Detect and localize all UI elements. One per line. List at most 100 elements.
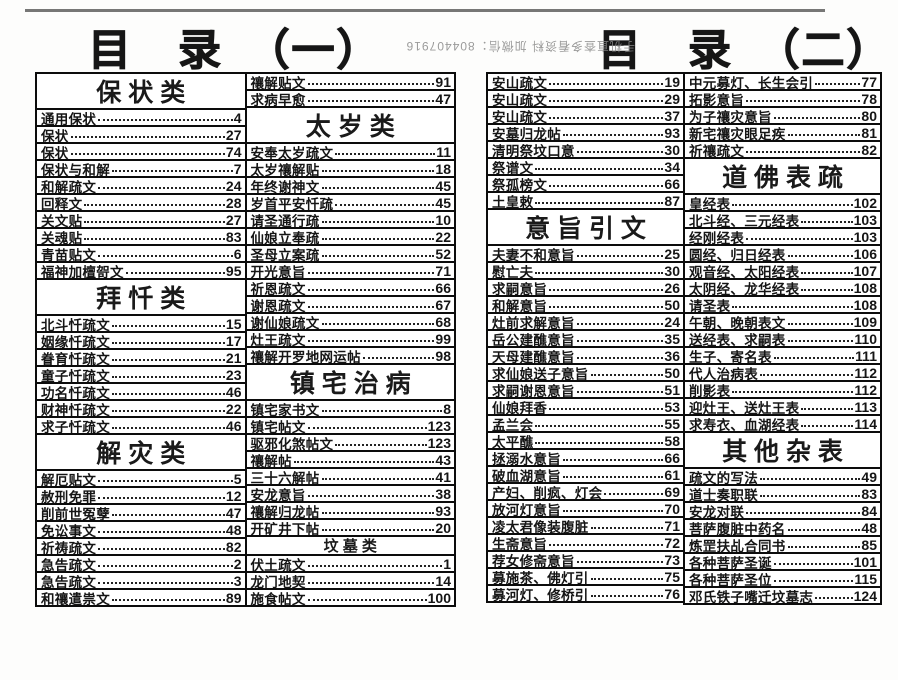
entry-page-number: 95 (225, 262, 242, 279)
dot-leader (746, 511, 861, 514)
entry-title: 眷育忏疏文 (41, 351, 110, 367)
entry-title: 太阴经、龙华经表 (689, 281, 800, 297)
entry-title: 拯溺水意旨 (492, 451, 561, 467)
dot-leader (576, 390, 664, 393)
dot-leader (773, 579, 854, 582)
entry-title: 求子忏疏文 (41, 419, 110, 435)
entry-page-number: 77 (861, 73, 877, 90)
toc-entry: 祈恩疏文 66 (244, 278, 456, 297)
entry-title: 菩萨腹脏中药名 (689, 521, 786, 537)
entry-title: 解厄贴文 (41, 472, 97, 488)
entry-page-number: 80 (861, 107, 877, 124)
entry-title: 请圣通行疏 (250, 213, 320, 229)
dot-leader (335, 443, 427, 446)
dot-leader (112, 341, 225, 344)
dot-leader (307, 581, 435, 584)
dot-leader (98, 496, 225, 499)
entry-title: 祭孤榜文 (492, 177, 548, 193)
entry-page-number: 37 (664, 107, 680, 124)
entry-page-number: 82 (861, 141, 877, 158)
dot-leader (98, 530, 225, 533)
entry-page-number: 53 (664, 398, 680, 415)
dot-leader (321, 254, 435, 257)
entry-title: 各种菩萨圣位 (689, 572, 772, 588)
dot-leader (535, 424, 664, 427)
bleed-through-stamp: 手机直查多看资料 加微信：804407916 (405, 39, 635, 53)
entry-page-number: 3 (233, 572, 242, 589)
entry-title: 募河灯、修桥引 (492, 587, 589, 603)
entry-page-number: 76 (664, 585, 680, 602)
page-two-title: 目 录 （二） (598, 27, 892, 76)
entry-page-number: 15 (225, 315, 242, 332)
entry-page-number: 27 (225, 211, 242, 228)
entry-title: 清明祭坟口意 (492, 143, 575, 159)
entry-title: 祈禳疏文 (689, 143, 745, 159)
entry-page-number: 112 (854, 364, 877, 381)
entry-page-number: 35 (664, 330, 680, 347)
toc-entry: 拯溺水意旨 66 (486, 448, 685, 467)
entry-page-number: 103 (853, 228, 877, 245)
entry-title: 急告疏文 (41, 574, 97, 590)
toc-entry: 福神加檀哿文 95 (35, 261, 247, 280)
entry-title: 谢恩疏文 (250, 298, 306, 314)
dot-leader (549, 116, 664, 119)
entry-title: 安山疏文 (492, 92, 548, 108)
entry-page-number: 66 (664, 449, 680, 466)
entry-page-number: 124 (853, 587, 877, 604)
dot-leader (576, 150, 664, 153)
scan-edge-line (25, 9, 825, 12)
entry-page-number: 70 (664, 500, 680, 517)
entry-page-number: 93 (435, 502, 451, 519)
dot-leader (335, 203, 435, 206)
toc-entry: 灶前求解意旨 24 (486, 312, 685, 331)
entry-page-number: 48 (861, 519, 877, 536)
entry-title: 镇宅帖文 (250, 419, 306, 435)
section-header: 其 他 杂 表 (683, 431, 882, 469)
toc-entry: 安龙对联 84 (683, 501, 882, 520)
entry-page-number: 108 (853, 279, 877, 296)
toc-column: 中元募灯、长生会引 77 拓影意旨 78 为子禳灾意旨 80 新宅禳灾眼足疾 81 祈禳疏文 82… (683, 72, 882, 605)
entry-title: 放河灯意旨 (492, 502, 561, 518)
entry-page-number: 99 (435, 330, 451, 347)
dot-leader (98, 118, 233, 121)
entry-title: 天母建醮意旨 (492, 349, 575, 365)
dot-leader (590, 577, 664, 580)
entry-page-number: 83 (225, 228, 242, 245)
dot-leader (801, 220, 853, 223)
dot-leader (321, 322, 435, 325)
entry-page-number: 8 (443, 400, 451, 417)
section-header: 意 旨 引 文 (486, 208, 685, 246)
toc-page-one: 保 状 类通用保状 4 保状 27 保状 74 保状与和解 7 和解疏文 24 回释文 28 关文贴 27… (35, 72, 456, 607)
dot-leader (321, 528, 435, 531)
entry-page-number: 66 (664, 175, 680, 192)
entry-title: 太平醮 (492, 434, 534, 450)
entry-page-number: 82 (225, 538, 242, 555)
entry-page-number: 22 (435, 228, 451, 245)
entry-page-number: 45 (435, 177, 451, 194)
entry-page-number: 25 (664, 245, 680, 262)
entry-title: 荐女修斋意旨 (492, 553, 575, 569)
entry-title: 关魂贴 (41, 230, 83, 246)
entry-title: 邓氏铁子嘴迁坟墓志 (689, 589, 814, 605)
dot-leader (98, 479, 233, 482)
entry-title: 青苗贴文 (41, 247, 97, 263)
entry-page-number: 123 (427, 417, 451, 434)
toc-entry: 镇宅帖文 123 (244, 416, 456, 435)
entry-page-number: 123 (427, 434, 451, 451)
toc-entry: 北斗经、三元经表 103 (683, 210, 882, 229)
entry-title: 炼罡扶乩合同书 (689, 538, 786, 554)
toc-page-two: 安山疏文 19 安山疏文 29 安山疏文 37 安墓归龙帖 93 清明祭坟口意 30 祭谱文 34 祭孤… (486, 72, 882, 605)
toc-entry: 开矿井下帖 20 (244, 518, 456, 537)
dot-leader (773, 116, 861, 119)
dot-leader (787, 339, 854, 342)
dot-leader (307, 598, 427, 601)
entry-page-number: 46 (225, 417, 242, 434)
dot-leader (576, 254, 664, 257)
entry-title: 开矿井下帖 (250, 521, 320, 537)
entry-title: 祈恩疏文 (250, 281, 306, 297)
entry-title: 北斗经、三元经表 (689, 213, 800, 229)
toc-entry: 仙娘立奉疏 22 (244, 227, 456, 246)
toc-entry: 迎灶王、送灶王表 113 (683, 397, 882, 416)
entry-page-number: 19 (664, 73, 680, 90)
dot-leader (335, 152, 436, 155)
